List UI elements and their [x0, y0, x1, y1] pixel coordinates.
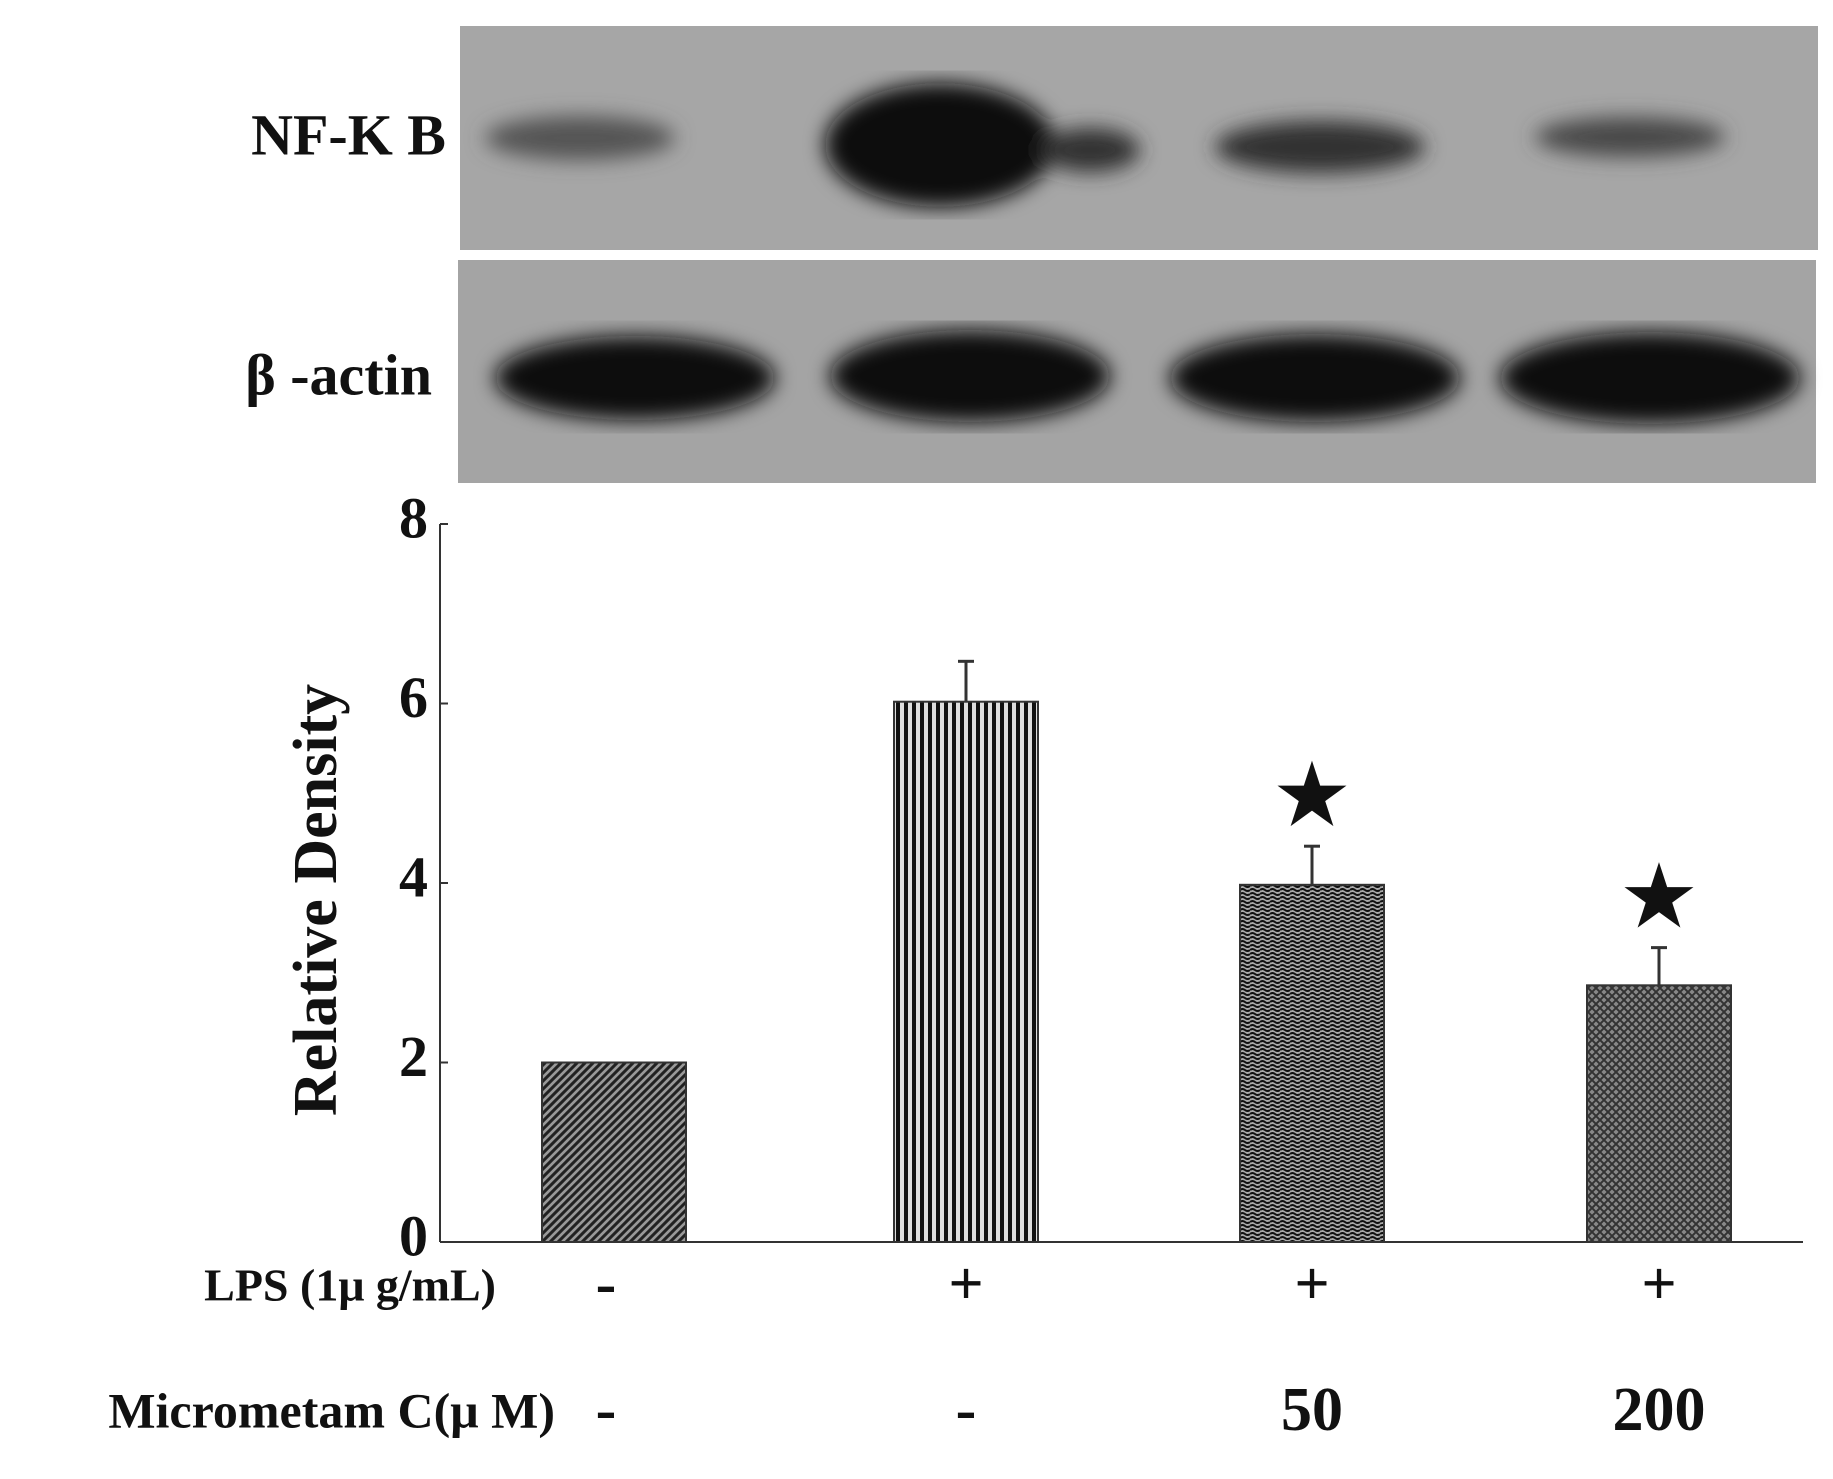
bar	[1586, 984, 1732, 1243]
condition-value: 200	[1613, 1376, 1706, 1444]
bar	[893, 700, 1039, 1243]
blot-nfkb	[460, 26, 1818, 250]
blot-actin	[458, 260, 1816, 483]
significance-marker: ★	[1276, 753, 1348, 841]
bar	[541, 1061, 687, 1243]
condition-value: +	[1641, 1250, 1676, 1318]
y-tick-label: 8	[399, 485, 428, 550]
condition-value: +	[948, 1250, 983, 1318]
y-tick-label: 2	[399, 1024, 428, 1089]
condition-label: Micrometam C(μ M)	[108, 1382, 555, 1438]
blot-label: NF-K B	[251, 102, 446, 167]
condition-value: -	[956, 1376, 977, 1444]
condition-label: LPS (1μ g/mL)	[204, 1260, 496, 1311]
condition-value: 50	[1281, 1376, 1343, 1444]
y-axis-label: Relative Density	[282, 684, 350, 1116]
y-tick-label: 6	[399, 665, 428, 730]
error-bar	[1304, 844, 1320, 885]
significance-marker: ★	[1623, 854, 1695, 942]
y-tick-label: 0	[399, 1203, 428, 1268]
y-tick-label: 4	[399, 844, 428, 909]
error-bar	[1651, 946, 1667, 986]
bar	[1239, 883, 1385, 1243]
error-bar	[958, 659, 974, 702]
condition-value: -	[596, 1250, 617, 1318]
condition-value: -	[596, 1376, 617, 1444]
condition-value: +	[1294, 1250, 1329, 1318]
blot-label: β -actin	[245, 342, 432, 407]
